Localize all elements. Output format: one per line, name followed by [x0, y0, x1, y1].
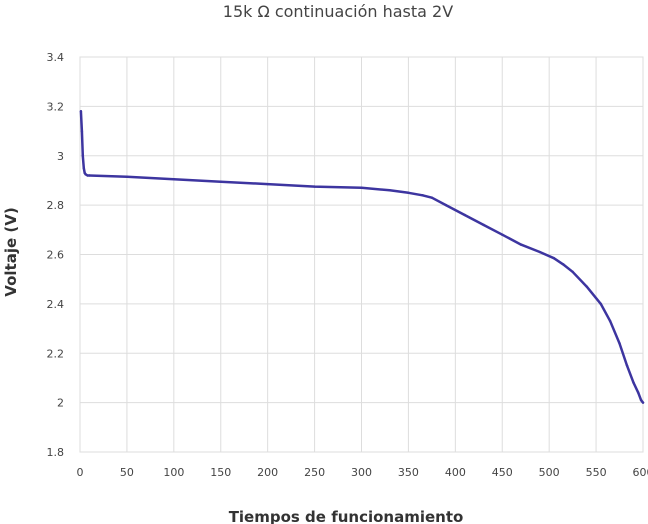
- data-point-18: [444, 203, 448, 207]
- x-tick-label-12: 600: [633, 466, 648, 479]
- data-point-2: [81, 154, 85, 157]
- data-point-0: [79, 110, 83, 113]
- x-axis-ticks: 0 50 100 150 200 250 300 350 400 450 500 550 600: [77, 466, 648, 479]
- y-tick-label-8: 3.4: [47, 51, 65, 64]
- y-axis-ticks: 1.8 2 2.2 2.4 2.6 2.8 3 3.2 3.4: [47, 51, 65, 459]
- data-point-13: [360, 186, 363, 190]
- data-point-14: [388, 189, 391, 192]
- grid: [79, 56, 644, 453]
- data-point-22: [519, 243, 523, 246]
- data-point-3: [82, 166, 85, 170]
- data-point-12: [313, 185, 316, 188]
- data-point-19: [463, 213, 466, 217]
- data-point-33: [637, 391, 640, 394]
- data-point-23: [538, 250, 541, 254]
- x-tick-label-0: 0: [77, 466, 84, 479]
- data-point-31: [625, 364, 629, 367]
- data-point-28: [599, 302, 602, 306]
- y-tick-label-4: 2.6: [47, 249, 65, 262]
- x-tick-label-3: 150: [210, 466, 231, 479]
- x-tick-label-8: 400: [445, 466, 466, 479]
- chart-title: 15k Ω continuación hasta 2V: [223, 2, 453, 21]
- data-point-17: [430, 196, 434, 199]
- x-tick-label-10: 500: [539, 466, 560, 479]
- data-point-8: [125, 175, 129, 178]
- y-tick-label-3: 2.4: [47, 298, 65, 311]
- data-point-20: [482, 223, 485, 227]
- y-tick-label-5: 2.8: [47, 199, 65, 212]
- y-tick-label-2: 2.2: [47, 347, 65, 360]
- data-point-6: [86, 174, 89, 177]
- x-tick-label-7: 350: [398, 466, 419, 479]
- plot-area: [79, 56, 644, 453]
- data-point-9: [172, 178, 176, 181]
- y-tick-label-1: 2: [57, 397, 64, 410]
- y-tick-label-0: 1.8: [47, 446, 65, 459]
- x-tick-label-2: 100: [163, 466, 184, 479]
- y-tick-label-6: 3: [57, 150, 64, 163]
- data-point-34: [639, 398, 643, 402]
- x-tick-label-5: 250: [304, 466, 325, 479]
- y-tick-label-7: 3.2: [47, 100, 65, 113]
- data-point-1: [80, 129, 84, 133]
- data-point-16: [421, 194, 424, 197]
- x-tick-label-4: 200: [257, 466, 278, 479]
- data-points: [79, 110, 645, 404]
- data-point-35: [641, 401, 645, 404]
- data-point-7: [88, 174, 91, 177]
- x-tick-label-9: 450: [492, 466, 513, 479]
- data-point-27: [585, 285, 588, 288]
- x-tick-label-1: 50: [120, 466, 134, 479]
- y-axis-label: Voltaje (V): [2, 207, 20, 296]
- data-point-11: [266, 182, 269, 186]
- data-point-21: [501, 233, 504, 236]
- data-point-29: [608, 319, 612, 323]
- data-point-5: [84, 173, 87, 176]
- data-point-32: [632, 381, 635, 385]
- data-point-24: [552, 257, 556, 260]
- data-point-26: [571, 270, 574, 273]
- data-point-15: [407, 191, 410, 194]
- data-point-30: [618, 342, 621, 345]
- x-tick-label-11: 550: [586, 466, 607, 479]
- data-point-25: [562, 263, 565, 266]
- x-axis-label: Tiempos de funcionamiento: [229, 508, 464, 524]
- x-tick-label-6: 300: [351, 466, 372, 479]
- data-point-10: [219, 180, 222, 183]
